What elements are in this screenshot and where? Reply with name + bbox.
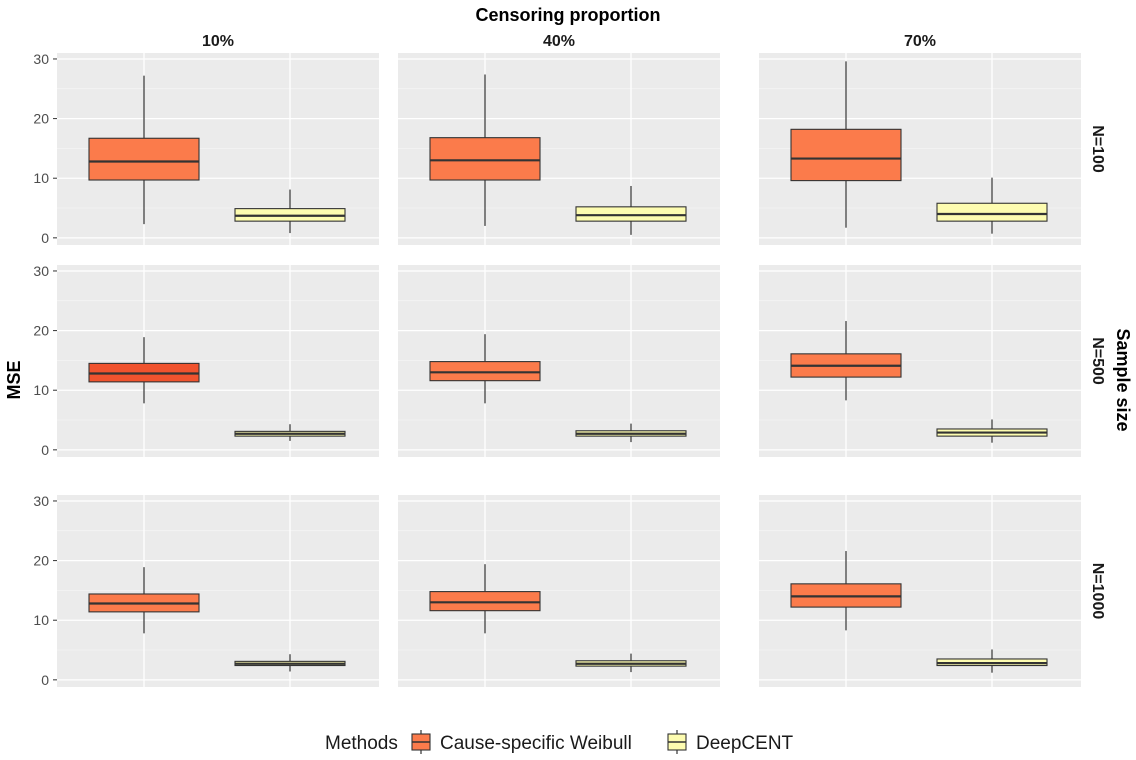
legend-items: Cause-specific Weibull DeepCENT <box>411 730 794 754</box>
column-strip-label: 70% <box>904 33 936 50</box>
panel: 0 10 20 30 <box>33 263 379 458</box>
legend: Methods Cause-specific Weibull DeepCENT <box>325 730 794 754</box>
box-iqr <box>575 206 687 222</box>
box-iqr <box>429 361 541 382</box>
y-tick-label: 10 <box>33 612 49 628</box>
panel: 0 10 20 30 <box>33 493 379 688</box>
y-tick-label: 20 <box>33 553 49 569</box>
column-strip-label: 40% <box>543 33 575 50</box>
box-iqr <box>88 137 200 181</box>
panel-background <box>57 495 379 687</box>
row-strip-label: N=500 <box>1089 337 1106 385</box>
panels-layer: 10% 40% 70%N=100N=500N=1000010203001020300… <box>33 33 1106 688</box>
panel <box>398 265 720 457</box>
legend-item: Cause-specific Weibull <box>411 730 632 754</box>
panel-background <box>57 265 379 457</box>
legend-label: DeepCENT <box>696 733 794 754</box>
panel-background <box>398 265 720 457</box>
y-tick-label: 30 <box>33 51 49 67</box>
y-tick-label: 20 <box>33 111 49 127</box>
y-tick-label: 20 <box>33 323 49 339</box>
box-iqr <box>936 202 1048 222</box>
y-tick-label: 0 <box>41 672 49 688</box>
panel <box>398 495 720 687</box>
y-tick-label: 30 <box>33 493 49 509</box>
box-iqr <box>790 128 902 182</box>
box-iqr <box>429 591 541 612</box>
row-strip-title: Sample size <box>1113 328 1133 431</box>
y-tick-label: 30 <box>33 263 49 279</box>
legend-label: Cause-specific Weibull <box>440 733 632 754</box>
panel <box>398 53 720 245</box>
column-strip-title: Censoring proportion <box>476 5 661 25</box>
panel <box>759 265 1081 457</box>
box-iqr <box>429 137 541 181</box>
row-strip-label: N=1000 <box>1089 563 1106 620</box>
panel <box>759 53 1081 245</box>
legend-item: DeepCENT <box>667 730 794 754</box>
column-strip-label: 10% <box>202 33 234 50</box>
y-tick-label: 10 <box>33 382 49 398</box>
y-tick-label: 10 <box>33 170 49 186</box>
y-tick-label: 0 <box>41 230 49 246</box>
legend-title: Methods <box>325 733 398 754</box>
row-strip-label: N=100 <box>1089 125 1106 173</box>
panel: 0 10 20 30 <box>33 51 379 246</box>
y-axis-title: MSE <box>4 360 24 399</box>
y-tick-label: 0 <box>41 442 49 458</box>
panel-background <box>398 495 720 687</box>
panel <box>759 495 1081 687</box>
